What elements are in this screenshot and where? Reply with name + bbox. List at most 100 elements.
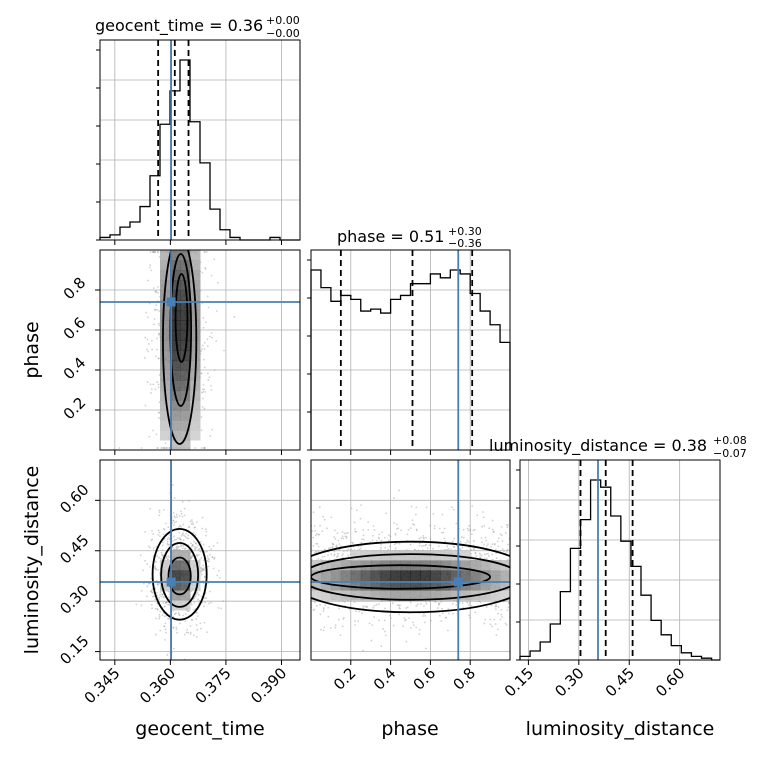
- sample-point: [433, 527, 436, 530]
- sample-point: [161, 554, 164, 557]
- sample-point: [206, 338, 209, 341]
- sample-point: [172, 519, 175, 522]
- sample-point: [163, 605, 166, 608]
- sample-point: [410, 505, 413, 508]
- sample-point: [398, 607, 401, 609]
- sample-point: [180, 544, 183, 547]
- sample-point: [210, 601, 213, 604]
- sample-point: [423, 605, 425, 607]
- sample-point: [196, 615, 199, 618]
- sample-point: [193, 532, 195, 534]
- density-cell: [390, 580, 402, 591]
- sample-point: [191, 618, 194, 621]
- sample-point: [341, 625, 344, 628]
- sample-point: [202, 582, 205, 585]
- sample-point: [187, 526, 190, 529]
- sample-point: [500, 525, 503, 528]
- sample-point: [359, 547, 362, 550]
- sample-point: [161, 614, 164, 617]
- sample-point: [484, 618, 487, 621]
- sample-point: [210, 274, 213, 277]
- density-cell: [160, 270, 171, 281]
- density-cell: [360, 570, 372, 581]
- density-cell: [180, 290, 191, 301]
- density-cell: [490, 590, 501, 601]
- truth-marker: [166, 297, 176, 307]
- sample-point: [207, 306, 210, 309]
- sample-point: [168, 596, 171, 598]
- sample-point: [459, 548, 462, 551]
- sample-point: [434, 600, 437, 603]
- sample-point: [165, 601, 168, 604]
- sample-point: [166, 542, 169, 545]
- sample-point: [192, 634, 195, 637]
- sample-point: [371, 539, 374, 542]
- sample-point: [154, 251, 157, 253]
- density-cell: [180, 320, 191, 331]
- sample-point: [384, 634, 387, 637]
- panel-luminosity-distance-histogram: [519, 460, 720, 661]
- density-cell: [170, 370, 181, 381]
- sample-point: [190, 556, 192, 559]
- sample-point: [382, 628, 385, 630]
- sample-point: [321, 530, 324, 533]
- sample-point: [149, 251, 152, 253]
- density-cell: [311, 580, 322, 591]
- sample-point: [405, 607, 407, 609]
- sample-point: [162, 527, 165, 530]
- sample-point: [149, 546, 151, 549]
- xtick-label-geocent_time: 0.390: [247, 664, 290, 707]
- sample-point: [474, 551, 477, 554]
- sample-point: [180, 525, 182, 528]
- density-cell: [470, 580, 481, 591]
- panel-phase-histogram: [310, 250, 511, 450]
- sample-point: [160, 558, 163, 560]
- sample-point: [473, 528, 476, 531]
- sample-point: [190, 551, 192, 554]
- sample-point: [177, 526, 180, 529]
- sample-point: [164, 442, 167, 444]
- sample-point: [491, 543, 494, 546]
- sample-point: [490, 545, 493, 548]
- sample-point: [373, 529, 376, 531]
- sample-point: [500, 608, 503, 611]
- sample-point: [422, 615, 424, 617]
- sample-point: [163, 625, 166, 628]
- density-cell: [170, 440, 181, 450]
- sample-point: [154, 566, 157, 569]
- sample-point: [315, 550, 318, 553]
- sample-point: [491, 519, 494, 522]
- sample-point: [369, 541, 372, 543]
- panel-luminosity-distance-vs-geocent-time: [100, 460, 300, 660]
- sample-point: [164, 522, 167, 525]
- sample-point: [188, 526, 191, 528]
- sample-point: [313, 608, 316, 611]
- sample-point: [381, 531, 384, 534]
- sample-point: [153, 323, 155, 326]
- sample-point: [505, 523, 508, 526]
- sample-point: [344, 535, 347, 538]
- sample-point: [193, 540, 195, 543]
- density-cell: [180, 330, 191, 341]
- sample-point: [203, 576, 206, 578]
- ytick-label-phase: 0.6: [60, 314, 90, 344]
- sample-point: [118, 447, 121, 449]
- sample-point: [174, 516, 176, 519]
- title-phase-minus: −0.36: [448, 237, 482, 250]
- sample-point: [342, 553, 345, 555]
- sample-point: [399, 604, 401, 606]
- sample-point: [201, 516, 204, 519]
- truth-marker: [166, 577, 176, 587]
- contour-line: [162, 250, 198, 445]
- sample-point: [147, 316, 149, 319]
- sample-point: [425, 647, 427, 650]
- sample-point: [412, 621, 414, 624]
- sample-point: [223, 349, 225, 352]
- sample-point: [163, 615, 166, 618]
- sample-point: [391, 602, 394, 605]
- sample-point: [148, 266, 151, 269]
- sample-point: [392, 497, 395, 499]
- sample-point: [432, 512, 435, 515]
- sample-point: [146, 381, 149, 384]
- sample-point: [213, 258, 216, 261]
